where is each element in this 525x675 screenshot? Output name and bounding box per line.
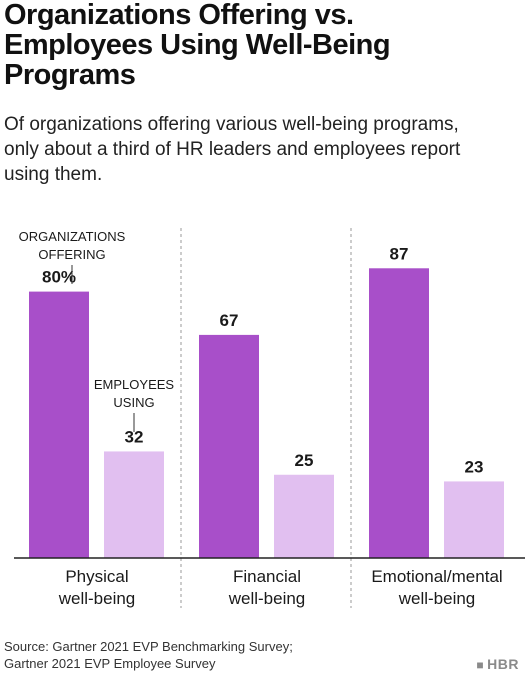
- category-label-3-line-2: well-being: [398, 589, 476, 608]
- title-line-2: Employees Using Well-Being: [4, 29, 391, 61]
- title-line-1: Organizations Offering vs.: [4, 0, 354, 31]
- data-label-using-1: 32: [125, 427, 144, 446]
- bar-using-3: [444, 481, 504, 558]
- bar-offering-3: [369, 268, 429, 558]
- chart-subtitle: Of organizations offering various well-b…: [4, 112, 524, 187]
- bar-using-1: [104, 451, 164, 558]
- annotation-using-line-1: EMPLOYEES: [94, 377, 175, 392]
- category-label-2-line-1: Financial: [233, 567, 301, 586]
- category-label-3-line-1: Emotional/mental: [371, 567, 502, 586]
- subtitle-line-2: only about a third of HR leaders and emp…: [4, 139, 461, 160]
- category-label-2-line-2: well-being: [228, 589, 306, 608]
- data-label-offering-2: 67: [220, 311, 239, 330]
- bar-offering-1: [29, 291, 89, 558]
- title-line-3: Programs: [4, 59, 136, 91]
- hbr-shield-icon: ■: [476, 658, 485, 672]
- chart-title: Organizations Offering vs. Employees Usi…: [4, 0, 519, 90]
- bar-offering-2: [199, 334, 259, 558]
- data-label-offering-3: 87: [390, 244, 409, 263]
- annotation-using-line-2: USING: [113, 395, 154, 410]
- category-label-1-line-1: Physical: [65, 567, 128, 586]
- source-note: Source: Gartner 2021 EVP Benchmarking Su…: [4, 638, 293, 672]
- data-label-offering-1: 80%: [42, 268, 76, 287]
- subtitle-line-3: using them.: [4, 164, 103, 185]
- subtitle-line-1: Of organizations offering various well-b…: [4, 114, 459, 135]
- category-label-1-line-2: well-being: [58, 589, 136, 608]
- annotation-offering-line-2: OFFERING: [38, 247, 105, 262]
- hbr-logo: ■ HBR: [476, 656, 519, 672]
- source-line-2: Gartner 2021 EVP Employee Survey: [4, 656, 216, 671]
- bar-using-2: [274, 474, 334, 558]
- logo-text: HBR: [487, 656, 519, 672]
- data-label-using-2: 25: [295, 451, 314, 470]
- annotation-offering-line-1: ORGANIZATIONS: [19, 229, 126, 244]
- data-label-using-3: 23: [465, 457, 484, 476]
- source-line-1: Source: Gartner 2021 EVP Benchmarking Su…: [4, 639, 293, 654]
